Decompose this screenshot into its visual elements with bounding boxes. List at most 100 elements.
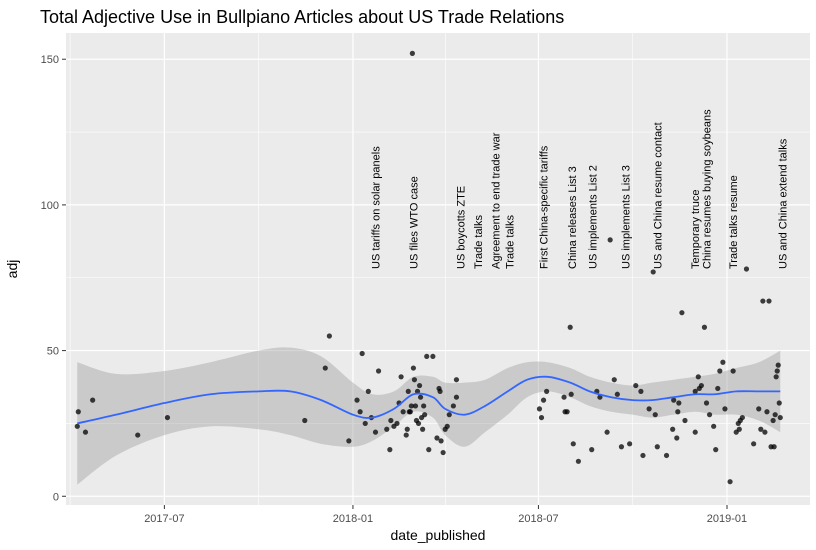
event-annotation: Trade talks (473, 214, 485, 269)
data-point (564, 409, 570, 415)
grid-minor (66, 33, 810, 505)
data-point (618, 444, 625, 450)
event-annotation: First China-specific tariffs (539, 145, 551, 269)
data-point (640, 452, 646, 459)
y-axis: 0 50 100 150 (41, 54, 66, 503)
y-tick-label: 100 (41, 200, 59, 212)
event-annotation: Agreement to end trade war (490, 132, 502, 269)
annotation-layer: US tariffs on solar panels US files WTO c… (370, 109, 789, 269)
data-point (652, 412, 658, 418)
data-point (670, 426, 676, 432)
data-point (387, 447, 393, 453)
data-point (692, 388, 698, 394)
data-point (646, 406, 652, 412)
data-point (695, 374, 701, 380)
data-point (772, 412, 778, 418)
data-point (776, 400, 782, 406)
data-point (706, 412, 713, 418)
data-point (698, 382, 704, 389)
data-point (438, 438, 444, 444)
x-tick-label: 2019-01 (707, 513, 747, 525)
data-point (597, 394, 603, 400)
data-point (561, 394, 567, 400)
data-point (650, 269, 656, 275)
data-point (434, 435, 440, 441)
data-point (407, 409, 413, 415)
data-point (770, 417, 776, 424)
y-tick-label: 50 (47, 346, 59, 358)
data-point (743, 266, 750, 272)
data-point (771, 444, 777, 450)
data-point (717, 368, 723, 374)
points-layer (74, 50, 783, 485)
data-point (540, 397, 547, 403)
data-point (730, 368, 736, 374)
data-point (416, 382, 423, 389)
data-point (417, 394, 424, 400)
data-point (671, 397, 677, 403)
data-point (74, 423, 80, 429)
event-annotation: Trade talks resume (728, 175, 740, 269)
data-point (722, 406, 728, 412)
data-point (424, 353, 430, 360)
data-point (654, 444, 660, 450)
data-point (676, 400, 682, 406)
data-point (773, 374, 779, 380)
data-point (674, 435, 680, 441)
x-tick-label: 2017-07 (144, 513, 184, 525)
grid-major (66, 33, 810, 505)
data-point (404, 426, 410, 432)
data-point (715, 385, 721, 392)
data-point (422, 412, 428, 418)
x-tick-label: 2018-01 (333, 513, 373, 525)
data-point (675, 409, 681, 415)
data-point (415, 420, 422, 427)
confidence-ribbon (77, 347, 781, 485)
data-point (604, 429, 610, 435)
data-point (663, 452, 670, 459)
data-point (760, 298, 766, 304)
data-point (711, 423, 717, 429)
event-annotation: Temporary truce (690, 190, 702, 269)
data-point (758, 426, 764, 432)
data-point (538, 414, 545, 421)
x-tick-label: 2018-07 (518, 513, 558, 525)
data-point (607, 237, 613, 243)
data-point (589, 447, 595, 453)
data-point (420, 426, 426, 432)
data-point (764, 409, 770, 415)
data-point (372, 429, 379, 435)
event-annotation: China releases List 3 (567, 166, 579, 269)
data-point (346, 438, 352, 444)
data-point (568, 391, 574, 397)
data-point (446, 412, 452, 418)
data-point (567, 324, 573, 330)
data-point (365, 388, 371, 394)
data-point (727, 479, 733, 485)
plot-panel (66, 33, 810, 505)
data-point (766, 298, 772, 304)
data-point (775, 362, 781, 368)
x-axis: 2017-07 2018-01 2018-07 2019-01 (144, 505, 747, 525)
data-point (384, 426, 390, 432)
data-point (703, 400, 710, 406)
y-tick-label: 150 (41, 54, 59, 66)
event-annotation: US files WTO case (408, 176, 420, 269)
data-point (322, 365, 328, 371)
event-annotation: China resumes buying soybeans (701, 109, 713, 269)
data-point (751, 441, 757, 447)
data-point (756, 406, 762, 412)
data-point (409, 50, 415, 56)
data-point (444, 423, 450, 429)
data-point (762, 429, 768, 435)
data-point (437, 388, 443, 394)
data-point (362, 420, 368, 427)
data-point (375, 368, 382, 374)
event-annotation: US boycotts ZTE (456, 186, 468, 269)
data-point (400, 409, 406, 415)
data-point (638, 388, 644, 394)
data-point (357, 409, 363, 415)
event-annotation: US and China resume contact (652, 122, 664, 269)
event-annotation: US and China extend talks (777, 138, 789, 269)
